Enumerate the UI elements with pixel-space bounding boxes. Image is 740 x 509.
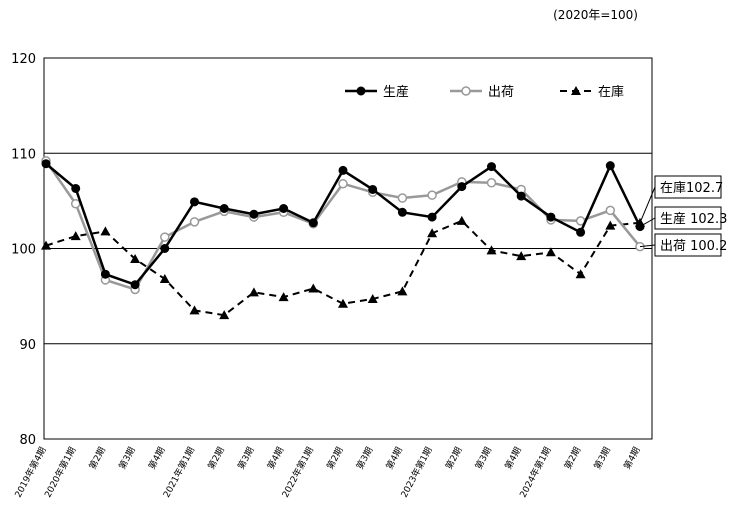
- y-tick-label: 80: [19, 433, 36, 448]
- y-tick-label: 110: [11, 147, 36, 162]
- data-point: [338, 165, 348, 175]
- series-1: [41, 156, 645, 295]
- grid-lines: [44, 152, 652, 345]
- legend: 生産 出荷 在庫: [345, 84, 624, 100]
- end-labels: 在庫102.7 生産 102.3 出荷 100.2: [639, 175, 727, 257]
- x-tick-label: 第2期: [562, 445, 584, 472]
- end-label-box: [654, 206, 722, 230]
- legend-label: 在庫: [598, 85, 624, 100]
- data-point: [338, 298, 348, 308]
- data-point: [219, 203, 229, 213]
- x-tick-label: 第2期: [86, 445, 108, 472]
- data-point: [159, 273, 170, 283]
- data-point: [427, 212, 437, 222]
- data-point: [427, 190, 437, 200]
- end-label: 出荷 100.2: [660, 239, 727, 254]
- data-point: [605, 205, 616, 216]
- x-tick-label: 第3期: [354, 445, 376, 472]
- legend-label: 出荷: [488, 85, 514, 100]
- data-point: [545, 247, 556, 257]
- y-tick-label: 120: [11, 52, 36, 67]
- data-point: [457, 182, 467, 192]
- data-point: [189, 217, 200, 227]
- data-point: [487, 162, 496, 172]
- data-point: [456, 215, 467, 225]
- data-point: [368, 184, 378, 194]
- data-point: [71, 183, 81, 193]
- data-point: [130, 253, 141, 263]
- data-point: [605, 161, 615, 171]
- x-tick-label: 第3期: [591, 445, 613, 472]
- x-tick-label: 第2期: [205, 445, 227, 472]
- x-axis-ticks: 2019年第4期2020年第1期 第2期 第3期 第4期2021年第1期 第2期 第3期第…: [12, 445, 643, 500]
- legend-marker: [571, 86, 581, 95]
- end-label: 在庫102.7: [660, 181, 723, 196]
- data-point: [427, 228, 438, 238]
- data-point: [130, 280, 140, 290]
- legend-label: 生産: [383, 84, 409, 100]
- data-point: [576, 227, 586, 237]
- data-point: [190, 197, 199, 207]
- legend-marker: [356, 86, 366, 96]
- data-point: [248, 287, 259, 297]
- data-point: [100, 269, 110, 279]
- data-point: [486, 178, 497, 188]
- legend-marker: [461, 86, 471, 96]
- x-tick-label: 第2期: [443, 445, 465, 472]
- data-point: [605, 220, 616, 230]
- data-point: [100, 226, 111, 236]
- data-point: [575, 269, 586, 279]
- x-tick-label: 第2期: [324, 445, 346, 472]
- data-point: [160, 232, 170, 242]
- end-label-box: [654, 233, 722, 257]
- end-label: 生産 102.3: [660, 211, 727, 227]
- x-tick-label: 第4期: [146, 445, 168, 472]
- x-tick-label: 第4期: [621, 445, 643, 472]
- data-point: [70, 198, 81, 209]
- series-0: [41, 159, 645, 290]
- data-point: [41, 240, 51, 250]
- data-point: [249, 209, 259, 219]
- data-point: [397, 286, 408, 296]
- series-2: [41, 215, 645, 320]
- data-point: [367, 293, 378, 303]
- data-point: [486, 245, 497, 255]
- series-group: [41, 156, 645, 320]
- end-label-leader: [639, 186, 656, 223]
- data-point: [70, 231, 81, 241]
- x-tick-label: 第4期: [502, 445, 524, 472]
- y-tick-label: 100: [11, 243, 36, 258]
- x-tick-label: 第3期: [472, 445, 494, 472]
- data-point: [516, 191, 526, 201]
- data-point: [278, 292, 289, 302]
- x-tick-label: 第3期: [116, 445, 138, 472]
- data-point: [160, 244, 170, 253]
- data-point: [279, 203, 289, 213]
- unit-note: (2020年=100): [553, 8, 638, 22]
- x-tick-label: 第4期: [265, 445, 287, 472]
- end-label-leader: [639, 244, 656, 248]
- data-point: [516, 251, 527, 261]
- data-point: [189, 305, 200, 315]
- data-point: [219, 310, 230, 320]
- data-point: [338, 178, 348, 189]
- end-label-leader: [639, 217, 656, 228]
- data-point: [397, 193, 408, 203]
- data-point: [41, 159, 51, 169]
- data-point: [308, 283, 319, 293]
- data-point: [546, 212, 556, 222]
- x-tick-label: 2019年第4期: [12, 445, 49, 500]
- x-tick-label: 第4期: [383, 445, 405, 472]
- data-point: [397, 207, 407, 217]
- data-point: [308, 218, 318, 228]
- y-axis-ticks: 80 90 100 110 120: [11, 52, 36, 448]
- x-tick-label: 第3期: [235, 445, 257, 472]
- end-label-box: [654, 175, 722, 199]
- y-tick-label: 90: [19, 338, 36, 353]
